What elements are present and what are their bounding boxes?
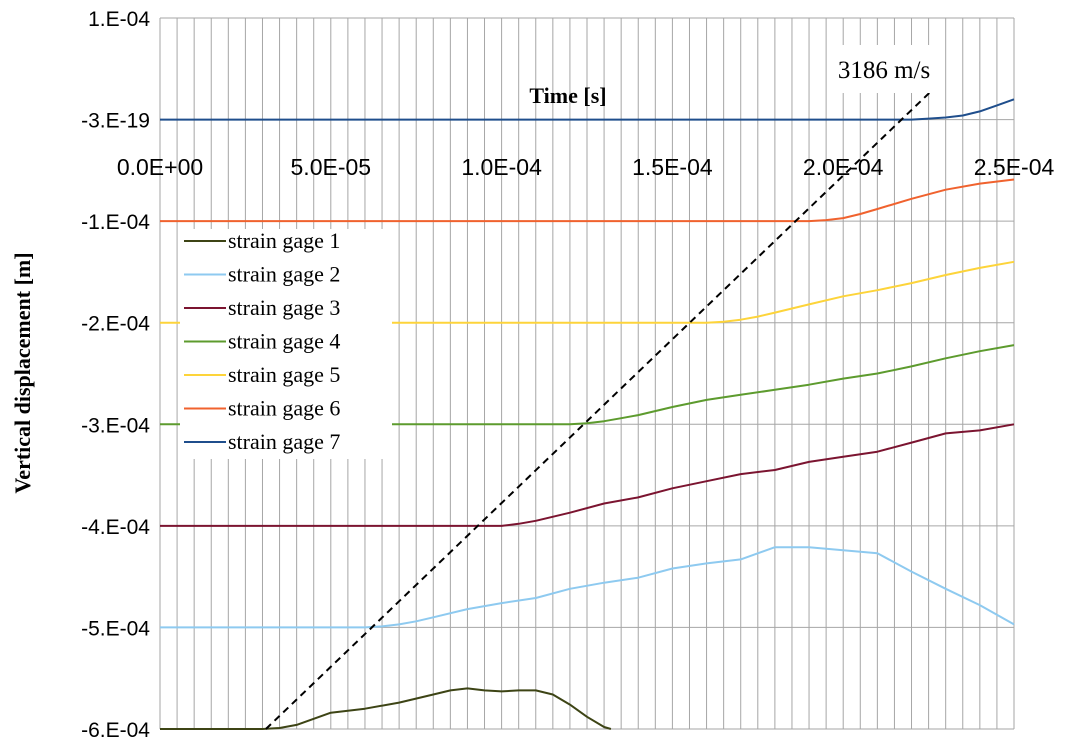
series-line-strain-gage-7: [160, 98, 1015, 121]
y-axis-tick-labels: 1.E-04 -3.E-19 -1.E-04 -2.E-04 -3.E-04 -4.E-0…: [81, 8, 150, 740]
series-line-strain-gage-4: [160, 344, 1015, 426]
legend-label: strain gage 4: [228, 329, 340, 354]
annotation-label: 3186 m/s: [838, 57, 930, 84]
legend-background: [180, 229, 392, 459]
y-tick-label: -5.E-04: [81, 617, 150, 640]
legend-label: strain gage 7: [228, 429, 340, 454]
x-axis-title: Time [s]: [529, 83, 606, 108]
x-tick-label: 1.0E-04: [461, 154, 542, 180]
annotations: 3186 m/s: [265, 45, 940, 730]
y-tick-label: -3.E-04: [81, 414, 150, 437]
legend-label: strain gage 5: [228, 362, 340, 387]
series-lines: [160, 98, 1015, 730]
annotation-label-background: [828, 45, 940, 93]
legend: strain gage 1 strain gage 2 strain gage 3 s…: [180, 228, 392, 459]
y-tick-label: -1.E-04: [81, 211, 150, 234]
series-line-strain-gage-5: [160, 260, 1015, 324]
y-tick-label: -6.E-04: [81, 719, 150, 740]
x-tick-label: 5.0E-05: [291, 154, 372, 180]
y-tick-label: -2.E-04: [81, 313, 150, 336]
legend-label: strain gage 3: [228, 295, 340, 320]
series-line-strain-gage-6: [160, 178, 1015, 223]
legend-label: strain gage 2: [228, 262, 340, 287]
x-tick-label: 1.5E-04: [632, 154, 713, 180]
y-tick-label: -3.E-19: [81, 110, 150, 133]
x-tick-label: 2.0E-04: [803, 154, 884, 180]
annotation-dashed-line: [265, 86, 937, 730]
y-tick-label: 1.E-04: [88, 8, 150, 31]
series-line-strain-gage-3: [160, 423, 1015, 527]
series-line-strain-gage-1: [160, 687, 612, 730]
y-tick-label: -4.E-04: [81, 516, 150, 539]
legend-label: strain gage 6: [228, 396, 340, 421]
y-axis-title: Vertical displacement [m]: [10, 252, 35, 493]
x-tick-label: 2.5E-04: [974, 154, 1055, 180]
x-tick-label: 0.0E+00: [117, 154, 203, 180]
x-axis-tick-labels: 0.0E+00 5.0E-05 1.0E-04 1.5E-04 2.0E-04 2.5E-…: [117, 154, 1055, 180]
legend-label: strain gage 1: [228, 228, 340, 253]
series-line-strain-gage-2: [160, 546, 1015, 629]
